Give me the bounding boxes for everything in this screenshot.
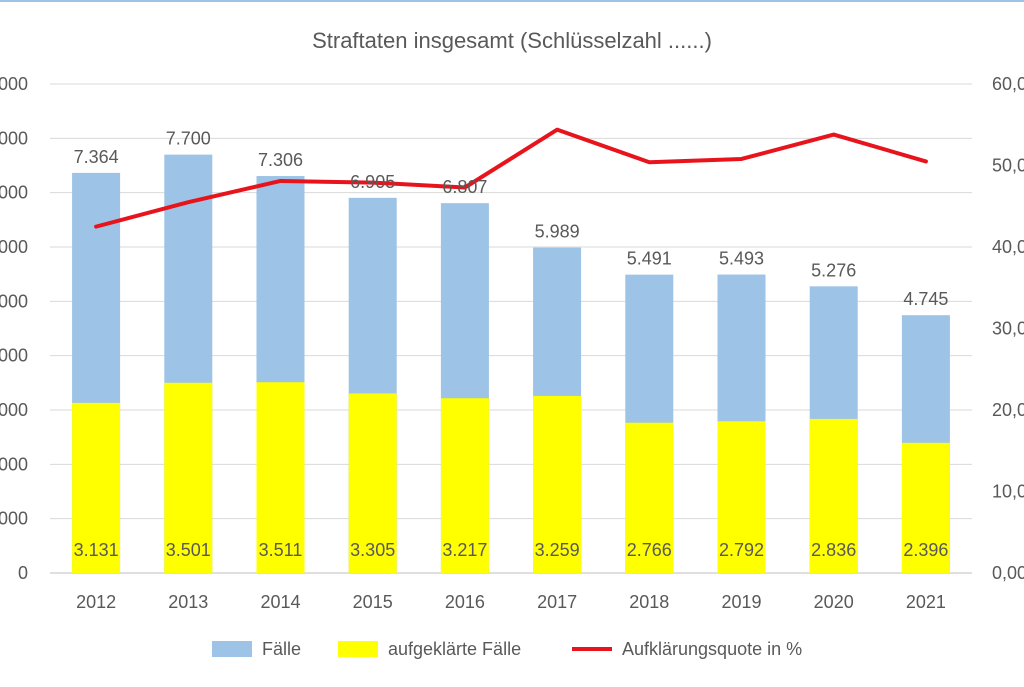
chart-title: Straftaten insgesamt (Schlüsselzahl ....… (312, 28, 712, 53)
data-label-aufgeklaerte-faelle: 3.131 (74, 540, 119, 560)
x-tick-label: 2014 (260, 592, 300, 612)
legend-swatch (338, 641, 378, 657)
x-tick-label: 2012 (76, 592, 116, 612)
data-label-aufgeklaerte-faelle: 2.396 (903, 540, 948, 560)
data-label-aufgeklaerte-faelle: 3.511 (259, 540, 303, 560)
right-tick-label: 0,00 (992, 563, 1024, 583)
right-tick-label: 10,0 (992, 482, 1024, 502)
quote-line (96, 130, 926, 227)
data-label-aufgeklaerte-faelle: 3.217 (442, 540, 487, 560)
data-label-aufgeklaerte-faelle: 3.305 (350, 540, 395, 560)
data-label-faelle: 5.493 (719, 249, 764, 269)
left-tick-label: 000 (0, 183, 28, 203)
data-label-faelle: 5.276 (811, 260, 856, 280)
data-label-faelle: 7.306 (258, 150, 303, 170)
right-tick-label: 30,0 (992, 319, 1024, 339)
top-border (0, 0, 1024, 2)
x-tick-label: 2013 (168, 592, 208, 612)
data-label-faelle: 7.700 (166, 129, 211, 149)
left-tick-label: 000 (0, 128, 28, 148)
data-label-aufgeklaerte-faelle: 3.501 (166, 540, 211, 560)
left-tick-label: 000 (0, 346, 28, 366)
left-tick-label: 000 (0, 74, 28, 94)
data-label-faelle: 5.989 (535, 222, 580, 242)
data-label-faelle: 4.745 (903, 289, 948, 309)
right-tick-label: 40,0 (992, 237, 1024, 257)
right-axis: 0,00 10,0 20,0 30,0 40,0 50,0 60,0 (992, 74, 1024, 583)
data-label-aufgeklaerte-faelle: 3.259 (535, 540, 580, 560)
x-axis: 2012 2013 2014 2015 2016 2017 2018 2019 2020 2021 (76, 592, 946, 612)
left-tick-label: 000 (0, 509, 28, 529)
data-label-aufgeklaerte-faelle: 2.792 (719, 540, 764, 560)
left-tick-label: 0 (18, 563, 28, 583)
bars (72, 155, 950, 573)
data-label-faelle: 7.364 (74, 147, 119, 167)
x-tick-label: 2019 (721, 592, 761, 612)
x-tick-label: 2016 (445, 592, 485, 612)
data-label-aufgeklaerte-faelle: 2.836 (811, 540, 856, 560)
legend-label: Aufklärungsquote in % (622, 639, 802, 659)
x-tick-label: 2018 (629, 592, 669, 612)
left-tick-label: 000 (0, 291, 28, 311)
data-label-faelle: 6.807 (442, 177, 487, 197)
data-label-faelle: 5.491 (627, 249, 672, 269)
left-tick-label: 000 (0, 237, 28, 257)
legend-label: aufgeklärte Fälle (388, 639, 521, 659)
right-tick-label: 60,0 (992, 74, 1024, 94)
legend: Fälle aufgeklärte Fälle Aufklärungsquote i… (212, 639, 802, 659)
x-tick-label: 2021 (906, 592, 946, 612)
data-label-aufgeklaerte-faelle: 2.766 (627, 540, 672, 560)
right-tick-label: 50,0 (992, 156, 1024, 176)
left-tick-label: 000 (0, 454, 28, 474)
legend-swatch (212, 641, 252, 657)
x-tick-label: 2020 (814, 592, 854, 612)
x-tick-label: 2017 (537, 592, 577, 612)
legend-label: Fälle (262, 639, 301, 659)
line-aufklaerungsquote (96, 130, 926, 227)
left-tick-label: 000 (0, 400, 28, 420)
right-tick-label: 20,0 (992, 400, 1024, 420)
data-label-faelle: 6.905 (350, 172, 395, 192)
x-tick-label: 2015 (353, 592, 393, 612)
